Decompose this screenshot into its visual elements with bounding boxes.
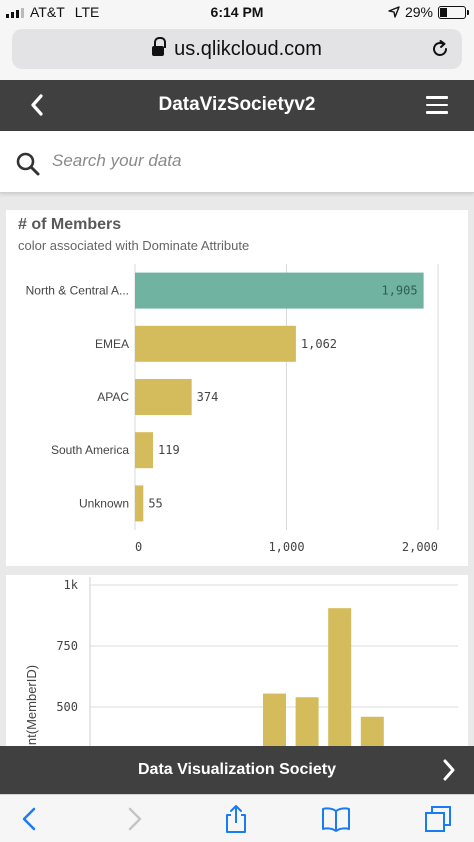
lock-icon xyxy=(152,37,167,56)
chart-subtitle: color associated with Dominate Attribute xyxy=(18,238,250,253)
y-tick-label: 500 xyxy=(56,700,78,714)
bar xyxy=(295,697,319,750)
forward-chevron-icon[interactable] xyxy=(438,758,460,782)
chart-title: # of Members xyxy=(18,216,122,233)
bar xyxy=(135,272,424,309)
share-icon[interactable] xyxy=(220,803,252,835)
status-bar: AT&T LTE 6:14 PM 29% xyxy=(0,0,474,26)
back-icon[interactable] xyxy=(14,803,46,835)
x-tick-label: 0 xyxy=(135,540,142,554)
bar xyxy=(263,693,286,750)
app-footer-bar[interactable]: Data Visualization Society xyxy=(0,746,474,794)
forward-icon[interactable] xyxy=(118,803,150,835)
y-tick-label: 1k xyxy=(64,578,79,592)
x-tick-label: 1,000 xyxy=(268,540,304,554)
tabs-icon[interactable] xyxy=(422,803,454,835)
search-input[interactable] xyxy=(52,151,432,171)
category-label: APAC xyxy=(97,390,129,404)
clock: 6:14 PM xyxy=(210,4,264,20)
location-arrow-icon xyxy=(388,6,400,18)
category-label: EMEA xyxy=(95,337,129,351)
address-bar[interactable]: us.qlikcloud.com xyxy=(12,29,462,69)
menu-icon[interactable] xyxy=(426,96,448,114)
footer-title: Data Visualization Society xyxy=(138,761,336,778)
x-tick-label: 2,000 xyxy=(402,540,438,554)
bar xyxy=(360,716,384,750)
bar xyxy=(135,379,192,415)
value-label: 374 xyxy=(197,390,219,404)
members-bar-chart[interactable]: 0 1,000 2,000 North & Central A... 1,905 EMEA… xyxy=(6,210,468,566)
back-chevron-icon[interactable] xyxy=(26,93,50,117)
y-tick-label: 750 xyxy=(56,639,78,653)
bar xyxy=(135,485,144,522)
network-label: LTE xyxy=(74,4,100,20)
browser-url-area: us.qlikcloud.com xyxy=(0,26,474,80)
value-label: 1,062 xyxy=(301,337,337,351)
category-label: North & Central A... xyxy=(26,284,129,298)
bookmarks-icon[interactable] xyxy=(320,803,352,835)
signal-icon xyxy=(6,6,24,18)
member-count-bar-chart[interactable]: 500 750 1k nt(MemberID) xyxy=(6,575,468,750)
bar xyxy=(135,325,296,362)
reload-icon[interactable] xyxy=(430,39,450,59)
app-title: DataVizSocietyv2 xyxy=(158,94,316,115)
value-label: 1,905 xyxy=(381,284,417,298)
battery-icon xyxy=(438,5,469,19)
carrier-label: AT&T xyxy=(30,4,65,20)
browser-toolbar xyxy=(0,794,474,842)
battery-percent: 29% xyxy=(404,4,433,20)
bar xyxy=(328,608,352,750)
app-header: DataVizSocietyv2 xyxy=(0,80,474,131)
value-label: 119 xyxy=(158,443,180,457)
value-label: 55 xyxy=(148,496,162,510)
category-label: Unknown xyxy=(79,496,129,510)
y-axis-label: nt(MemberID) xyxy=(24,665,39,745)
search-bar xyxy=(0,131,474,193)
category-label: South America xyxy=(51,443,129,457)
bar xyxy=(135,432,154,469)
member-count-chart-card: 500 750 1k nt(MemberID) xyxy=(6,575,468,750)
search-icon xyxy=(16,152,40,176)
members-chart-card: # of Members color associated with Domin… xyxy=(6,210,468,566)
url-text: us.qlikcloud.com xyxy=(174,38,322,60)
